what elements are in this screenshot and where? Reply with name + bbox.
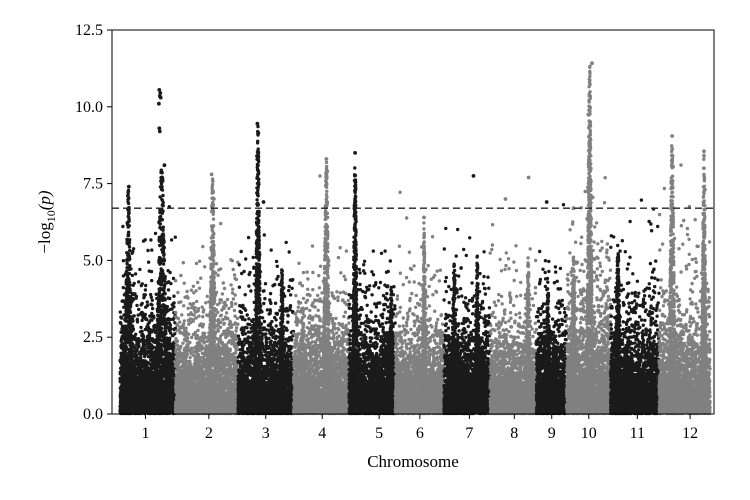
y-tick-label: 10.0: [75, 99, 103, 116]
chromosome-2-point-cloud: [173, 177, 240, 416]
chromosome-7-points: [442, 174, 492, 416]
chromosome-4-points: [291, 157, 351, 416]
snp-hit-chr4-2: [325, 169, 330, 174]
chromosome-3-points: [236, 121, 296, 416]
chromosome-8-point-cloud: [488, 223, 539, 416]
snp-hit-chr4-1: [324, 157, 329, 161]
snp-hit-chr10-2: [586, 112, 591, 117]
snp-hit-chr1-1: [157, 88, 162, 92]
x-tick-label-chr10: 10: [581, 425, 597, 442]
snp-hit-chr3-1: [255, 121, 260, 126]
chromosome-5-points: [347, 151, 397, 416]
snp-hit-chr12-2: [671, 164, 675, 169]
snp-hit-chr1-7: [157, 129, 162, 134]
x-tick-label-chr8: 8: [510, 425, 518, 442]
chromosome-12-points: [657, 134, 712, 416]
y-tick-label: 2.5: [83, 329, 103, 346]
snp-hit-chr2-2: [212, 197, 216, 201]
snp-hit-chr12-4: [703, 187, 707, 192]
snp-hit-chr10-6: [571, 206, 576, 211]
chromosome-4-point-cloud: [291, 160, 351, 416]
chromosome-8-points: [488, 175, 539, 416]
chromosome-6-points: [393, 190, 446, 416]
x-tick-label-chr5: 5: [375, 425, 383, 442]
snp-hit-chr3-3: [255, 154, 259, 158]
snp-hit-chr10-1: [590, 61, 594, 66]
snp-hit-chr9-1: [544, 200, 549, 204]
snp-hit-chr10-4: [587, 154, 592, 158]
x-axis: 1 2 3 4 5 6 7 8 9 10 11 12: [141, 414, 698, 442]
y-tick-label: 7.5: [83, 176, 103, 193]
snp-hit-chr3-5: [261, 200, 266, 204]
snp-hit-chr1-11: [126, 194, 130, 198]
snp-hit-chr6-1: [422, 215, 426, 220]
y-axis-title-sub: 10: [44, 210, 58, 222]
snp-hit-chr2-1: [209, 172, 214, 177]
snp-hit-chr10-5: [588, 166, 593, 171]
snp-hit-chr1-4: [158, 95, 163, 100]
chromosome-9-points: [534, 200, 569, 416]
snp-hit-chr12-1: [670, 134, 674, 138]
chromosome-2-points: [173, 172, 240, 416]
snp-hit-chr8-1: [503, 197, 508, 201]
y-axis: 0.0 2.5 5.0 7.5 10.0 12.5: [75, 22, 112, 423]
x-tick-label-chr3: 3: [262, 425, 270, 442]
chromosome-9-point-cloud: [534, 203, 569, 416]
snp-hit-chr1-9: [160, 178, 165, 183]
x-tick-label-chr9: 9: [548, 425, 556, 442]
chromosome-10-points: [564, 61, 613, 416]
y-tick-label: 12.5: [75, 22, 103, 39]
snp-hit-chr1-2: [158, 91, 163, 95]
x-tick-label-chr6: 6: [416, 425, 424, 442]
snp-hit-chr1-8: [162, 163, 167, 168]
y-axis-title-main: −log: [35, 222, 54, 254]
x-axis-title: Chromosome: [367, 452, 459, 471]
chromosome-7-point-cloud: [442, 226, 492, 416]
snp-hit-chr8-2: [526, 175, 531, 180]
chromosome-1-points: [118, 88, 178, 416]
snp-hit-chr10-3: [588, 141, 592, 146]
x-tick-label-chr11: 11: [630, 425, 645, 442]
y-axis-title-var: (p): [35, 190, 54, 210]
data-points: [118, 61, 712, 416]
snp-hit-chr3-4: [256, 163, 260, 168]
y-axis-title: −log10(p): [35, 190, 58, 253]
x-tick-label-chr4: 4: [318, 425, 326, 442]
snp-hit-chr1-6: [157, 126, 162, 131]
chromosome-6-point-cloud: [393, 190, 446, 416]
snp-hit-chr12-3: [702, 149, 706, 154]
chromosome-3-point-cloud: [236, 124, 296, 416]
chromosome-11-points: [608, 198, 661, 416]
snp-hit-chr1-10: [126, 184, 131, 189]
snp-hit-chr5-2: [353, 180, 358, 185]
snp-hit-chr3-2: [256, 131, 261, 135]
chromosome-12-point-cloud: [657, 144, 712, 416]
plot-frame: [111, 29, 715, 415]
x-tick-label-chr1: 1: [141, 425, 149, 442]
y-tick-label: 5.0: [83, 252, 103, 269]
chromosome-5-point-cloud: [347, 166, 397, 416]
snp-hit-chr7-1: [471, 174, 476, 178]
x-tick-label-chr2: 2: [205, 425, 213, 442]
snp-hit-chr1-5: [157, 101, 161, 106]
chromosome-1-point-cloud: [118, 168, 178, 416]
x-tick-label-chr12: 12: [682, 425, 698, 442]
chromosome-10-point-cloud: [564, 64, 613, 416]
plot-border: [111, 29, 715, 415]
snp-hit-chr5-1: [353, 151, 357, 155]
y-tick-label: 0.0: [83, 406, 103, 423]
x-tick-label-chr7: 7: [465, 425, 473, 442]
chromosome-11-point-cloud: [608, 198, 661, 416]
